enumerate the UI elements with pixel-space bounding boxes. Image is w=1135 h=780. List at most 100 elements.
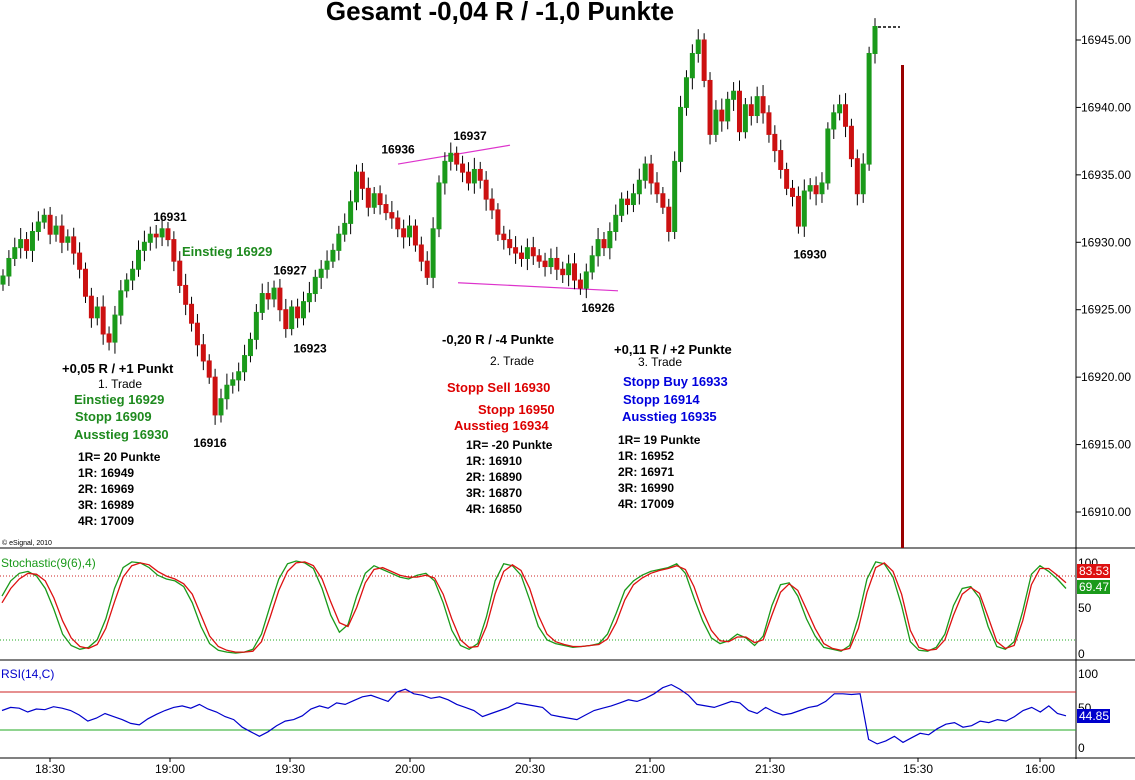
candle <box>542 252 548 277</box>
candle <box>271 280 277 308</box>
stoch-k-line <box>1 560 1067 654</box>
price-label: 16927 <box>273 264 307 278</box>
candle-body-down <box>489 198 495 211</box>
candle <box>583 263 589 299</box>
candle-body-up <box>336 233 342 251</box>
candle <box>147 226 153 251</box>
price-label: 16937 <box>453 129 487 143</box>
candle <box>153 225 159 249</box>
candle-body-down <box>501 233 507 241</box>
trade2-rule-4: 3R: 16870 <box>466 486 522 500</box>
candle <box>300 291 306 326</box>
candle-body-down <box>772 133 778 152</box>
candle-body-up <box>253 311 259 340</box>
candle-body-up <box>342 222 348 235</box>
candle <box>813 176 819 206</box>
candle-body-up <box>672 160 678 232</box>
candle <box>654 172 660 203</box>
candle-body-down <box>465 171 471 184</box>
trade1-annotation: Einstieg 16929 +0,05 R / +1 Punkt 1. Tra… <box>62 244 272 528</box>
price-labels: 16931 16916 16927 16923 16936 16937 16926 16930 <box>153 129 827 450</box>
candle-body-up <box>754 96 760 117</box>
trendline <box>397 144 511 165</box>
candle-body-down <box>395 217 401 230</box>
candle <box>518 245 524 267</box>
trade3-rule-2: 1R: 16952 <box>618 449 674 463</box>
candle <box>660 186 666 214</box>
candle <box>283 298 289 338</box>
candle-body-down <box>189 303 195 324</box>
candle <box>577 273 583 295</box>
price-tick-label: 16910.00 <box>1081 505 1131 519</box>
candle-body-up <box>53 225 59 235</box>
candle <box>230 372 236 394</box>
candle-body-down <box>171 239 177 262</box>
candle-body-down <box>542 260 548 268</box>
candle <box>177 251 183 293</box>
candle <box>342 213 348 242</box>
candle <box>206 354 212 384</box>
candle-body-down <box>784 168 790 189</box>
time-tick-label: 19:30 <box>275 762 305 775</box>
candle-body-down <box>766 112 772 135</box>
candle-body-down <box>47 214 53 235</box>
candle <box>371 186 377 214</box>
candle-body-down <box>183 284 189 305</box>
stoch-d-value: 83.53 <box>1079 564 1109 578</box>
candle <box>306 281 312 313</box>
candle <box>595 227 601 267</box>
trade2-title: 2. Trade <box>490 354 534 368</box>
price-label: 16916 <box>193 436 227 450</box>
candle-body-up <box>837 104 843 114</box>
stoch-tick-50: 50 <box>1078 601 1092 615</box>
candle <box>678 95 684 173</box>
price-tick-label: 16915.00 <box>1081 438 1131 452</box>
candle-body-up <box>94 306 100 319</box>
rsi-label: RSI(14,C) <box>1 667 54 681</box>
candle-body-down <box>843 104 849 127</box>
candle-body-down <box>654 182 660 195</box>
stoch-d-line <box>1 561 1067 653</box>
candle-body-down <box>536 255 542 262</box>
candle <box>648 154 654 195</box>
trendline <box>457 282 619 292</box>
candle <box>41 208 47 229</box>
candle <box>707 72 713 145</box>
candle <box>77 242 83 279</box>
time-tick-label: 20:00 <box>395 762 425 775</box>
candle <box>112 305 118 354</box>
candle <box>53 216 59 242</box>
trade1-line-1: Einstieg 16929 <box>74 392 164 407</box>
rsi-line <box>1 683 1067 745</box>
trade3-annotation: +0,11 R / +2 Punkte 3. Trade Stopp Buy 1… <box>614 342 732 511</box>
candle <box>212 368 218 425</box>
candle <box>731 82 737 111</box>
time-tick-label: 18:30 <box>35 762 65 775</box>
candle <box>100 295 106 345</box>
time-tick-label: 20:30 <box>515 762 545 775</box>
trade2-line-1: Stopp Sell 16930 <box>447 380 550 395</box>
candle-body-down <box>795 195 801 227</box>
candle <box>801 179 807 237</box>
candle-body-up <box>136 249 142 270</box>
trade2-rule-1: 1R= -20 Punkte <box>466 438 553 452</box>
candle-body-up <box>872 26 878 54</box>
candle <box>507 229 513 256</box>
candle-body-up <box>683 77 689 108</box>
candle-body-down <box>277 287 283 311</box>
trade3-rule-5: 4R: 17009 <box>618 497 674 511</box>
candle-body-down <box>477 168 483 181</box>
candle-body-down <box>359 171 365 189</box>
candle <box>589 245 595 280</box>
candle-body-up <box>247 338 253 357</box>
candle <box>748 96 754 126</box>
price-label: 16930 <box>793 247 827 261</box>
candle-body-down <box>454 152 460 165</box>
price-tick-label: 16930.00 <box>1081 235 1131 249</box>
candle <box>866 46 872 171</box>
trade3-rule-3: 2R: 16971 <box>618 465 674 479</box>
candle-body-up <box>825 128 831 184</box>
candle-body-down <box>577 279 583 289</box>
price-tick-label: 16940.00 <box>1081 100 1131 114</box>
candle-body-down <box>460 163 466 173</box>
